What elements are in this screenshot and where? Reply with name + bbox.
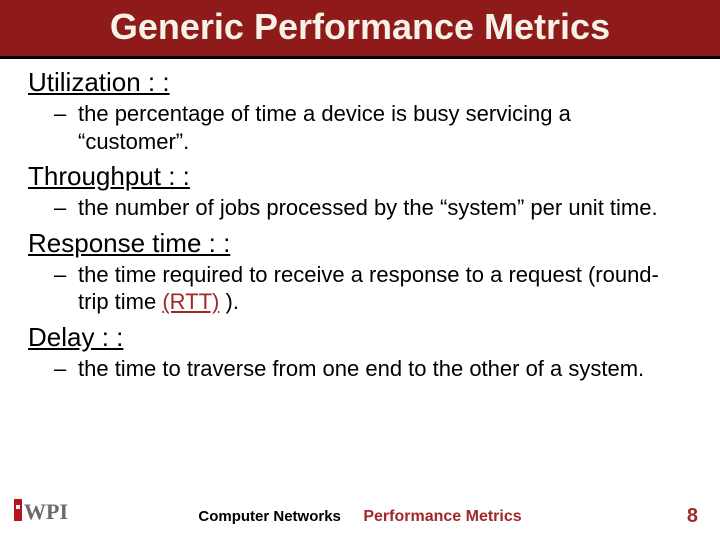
footer-center: Computer Networks Performance Metrics [0,508,720,526]
metric-label-delay: Delay : : [28,322,692,353]
metric-desc-response-post: ). [219,289,239,314]
metric-desc-utilization: the percentage of time a device is busy … [78,100,682,155]
page-number: 8 [687,505,698,528]
footer-text-right: Performance Metrics [363,508,521,525]
metric-desc-delay: the time to traverse from one end to the… [78,355,682,383]
rtt-link[interactable]: (RTT) [162,289,219,314]
metric-desc-response-time: the time required to receive a response … [78,261,682,316]
slide-footer: WPI Computer Networks Performance Metric… [0,498,720,530]
metric-label-utilization: Utilization : : [28,67,692,98]
metric-label-response-time: Response time : : [28,228,692,259]
metric-label-throughput: Throughput : : [28,161,692,192]
slide-content: Utilization : : the percentage of time a… [0,59,720,382]
slide-title: Generic Performance Metrics [0,0,720,59]
metric-desc-throughput: the number of jobs processed by the “sys… [78,194,682,222]
footer-text-left: Computer Networks [198,508,341,525]
